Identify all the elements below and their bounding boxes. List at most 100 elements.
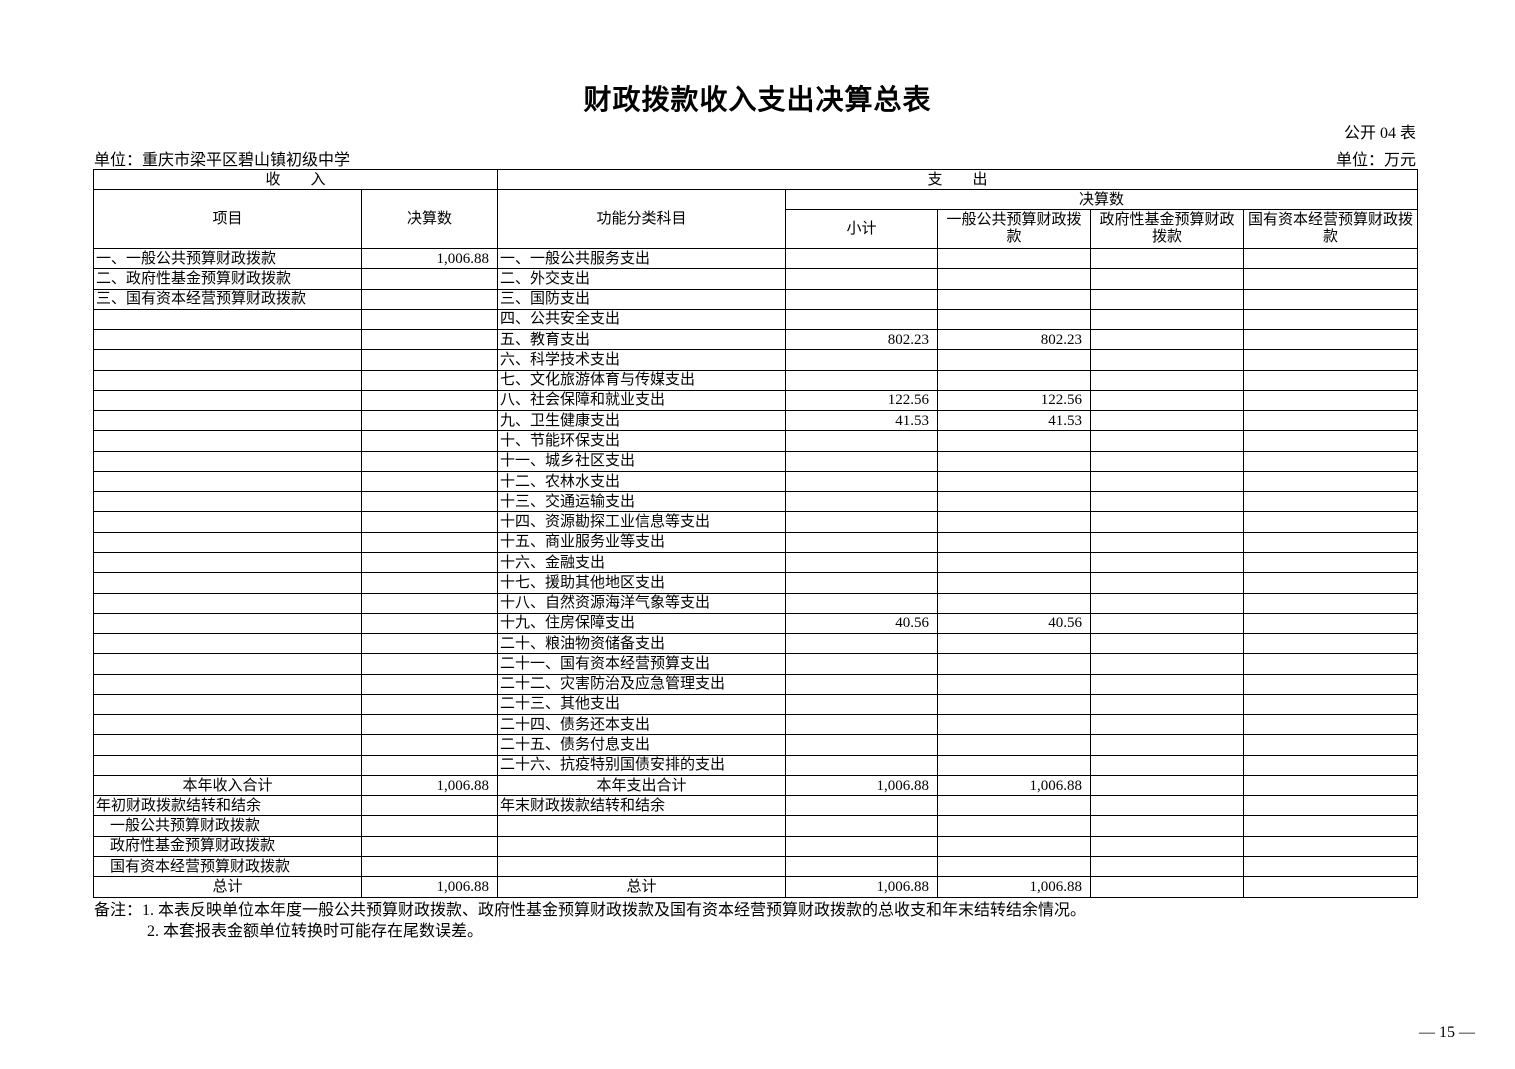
expense-item-cell: 三、国防支出 (497, 288, 786, 310)
general-budget-cell (937, 268, 1091, 290)
income-amount-cell (361, 491, 498, 513)
state-capital-cell (1243, 430, 1418, 452)
income-item-cell: 国有资本经营预算财政拨款 (93, 855, 362, 878)
expense-item-cell: 十二、农林水支出 (497, 470, 786, 493)
general-budget-cell (937, 633, 1091, 655)
page-number: — 15 — (1419, 1024, 1475, 1041)
subtotal-cell (785, 369, 938, 391)
table-row: 十三、交通运输支出 (93, 491, 1418, 513)
table-row: 国有资本经营预算财政拨款 (93, 855, 1418, 878)
state-capital-cell (1243, 653, 1418, 675)
gov-fund-cell (1090, 470, 1244, 493)
subtotal-cell: 122.56 (785, 389, 938, 412)
expense-item-cell: 十、节能环保支出 (497, 430, 786, 452)
general-budget-cell: 1,006.88 (937, 876, 1091, 898)
table-row: 四、公共安全支出 (93, 308, 1418, 331)
state-capital-cell (1243, 693, 1418, 716)
budget-table: 收 入 支 出 项目 决算数 功能分类科目 决算数 小计 一般公共预算财政拨款 … (93, 169, 1418, 898)
table-row: 总计 1,006.88 总计 1,006.88 1,006.88 (93, 876, 1418, 898)
subtotal-cell (785, 288, 938, 310)
income-amount-cell: 1,006.88 (361, 774, 498, 797)
income-item-cell (93, 369, 362, 391)
gov-fund-cell (1090, 511, 1244, 533)
state-capital-cell (1243, 815, 1418, 837)
general-budget-cell (937, 855, 1091, 878)
expense-item-cell: 十七、援助其他地区支出 (497, 572, 786, 594)
expense-item-cell: 二、外交支出 (497, 268, 786, 290)
general-budget-cell (937, 693, 1091, 716)
subtotal-cell (785, 693, 938, 716)
gov-fund-cell (1090, 876, 1244, 898)
gov-fund-cell (1090, 491, 1244, 513)
state-capital-cell (1243, 835, 1418, 857)
income-amount-cell (361, 633, 498, 655)
expense-item-cell: 一、一般公共服务支出 (497, 247, 786, 270)
table-row: 七、文化旅游体育与传媒支出 (93, 369, 1418, 391)
gov-fund-cell (1090, 349, 1244, 371)
income-amount-cell (361, 450, 498, 472)
gov-fund-header: 政府性基金预算财政拨款 (1090, 209, 1244, 249)
expense-item-cell: 七、文化旅游体育与传媒支出 (497, 369, 786, 391)
general-budget-cell (937, 349, 1091, 371)
income-item-cell (93, 673, 362, 695)
income-amount-cell (361, 754, 498, 776)
subtotal-cell (785, 511, 938, 533)
table-row: 二、政府性基金预算财政拨款 二、外交支出 (93, 268, 1418, 290)
expense-item-cell (497, 835, 786, 857)
table-row: 年初财政拨款结转和结余 年末财政拨款结转和结余 (93, 795, 1418, 817)
expense-item-cell: 六、科学技术支出 (497, 349, 786, 371)
income-item-cell (93, 531, 362, 553)
state-capital-cell (1243, 491, 1418, 513)
income-amount-cell: 1,006.88 (361, 247, 498, 270)
expense-item-cell: 十四、资源勘探工业信息等支出 (497, 511, 786, 533)
gov-fund-cell (1090, 430, 1244, 452)
subtotal-cell: 1,006.88 (785, 876, 938, 898)
expense-item-cell: 十八、自然资源海洋气象等支出 (497, 592, 786, 614)
subtotal-cell (785, 531, 938, 553)
table-row: 十、节能环保支出 (93, 430, 1418, 452)
state-capital-cell (1243, 876, 1418, 898)
income-amount-cell (361, 815, 498, 837)
state-capital-cell (1243, 572, 1418, 594)
table-row: 十六、金融支出 (93, 551, 1418, 574)
subtotal-cell (785, 491, 938, 513)
table-row: 十五、商业服务业等支出 (93, 531, 1418, 553)
income-amount-cell (361, 511, 498, 533)
income-item-cell (93, 612, 362, 635)
gov-fund-cell (1090, 450, 1244, 472)
expense-item-cell: 五、教育支出 (497, 329, 786, 351)
subtotal-cell (785, 754, 938, 776)
state-capital-cell (1243, 389, 1418, 412)
expense-item-cell: 二十四、债务还本支出 (497, 714, 786, 736)
expense-item-cell: 二十六、抗疫特别国债安排的支出 (497, 754, 786, 776)
general-budget-cell (937, 531, 1091, 553)
expense-item-cell: 二十三、其他支出 (497, 693, 786, 716)
income-item-cell (93, 349, 362, 371)
state-capital-cell (1243, 470, 1418, 493)
expense-item-cell: 九、卫生健康支出 (497, 410, 786, 432)
income-amount-cell (361, 592, 498, 614)
subtotal-cell (785, 633, 938, 655)
state-capital-cell (1243, 329, 1418, 351)
state-capital-cell (1243, 369, 1418, 391)
income-amount-cell (361, 268, 498, 290)
general-budget-cell (937, 369, 1091, 391)
income-item-cell (93, 511, 362, 533)
general-budget-cell (937, 572, 1091, 594)
expense-item-cell: 二十五、债务付息支出 (497, 734, 786, 756)
income-item-cell: 二、政府性基金预算财政拨款 (93, 268, 362, 290)
expense-item-cell: 十一、城乡社区支出 (497, 450, 786, 472)
subtotal-cell: 1,006.88 (785, 774, 938, 797)
gov-fund-cell (1090, 247, 1244, 270)
subtotal-cell (785, 592, 938, 614)
state-capital-cell (1243, 551, 1418, 574)
expense-item-cell: 本年支出合计 (497, 774, 786, 797)
state-capital-cell (1243, 511, 1418, 533)
expense-header: 支 出 (497, 169, 1418, 190)
income-amount-cell (361, 349, 498, 371)
subtotal-cell (785, 430, 938, 452)
general-budget-cell (937, 430, 1091, 452)
state-capital-cell (1243, 308, 1418, 331)
income-amount-cell (361, 693, 498, 716)
state-capital-cell (1243, 349, 1418, 371)
